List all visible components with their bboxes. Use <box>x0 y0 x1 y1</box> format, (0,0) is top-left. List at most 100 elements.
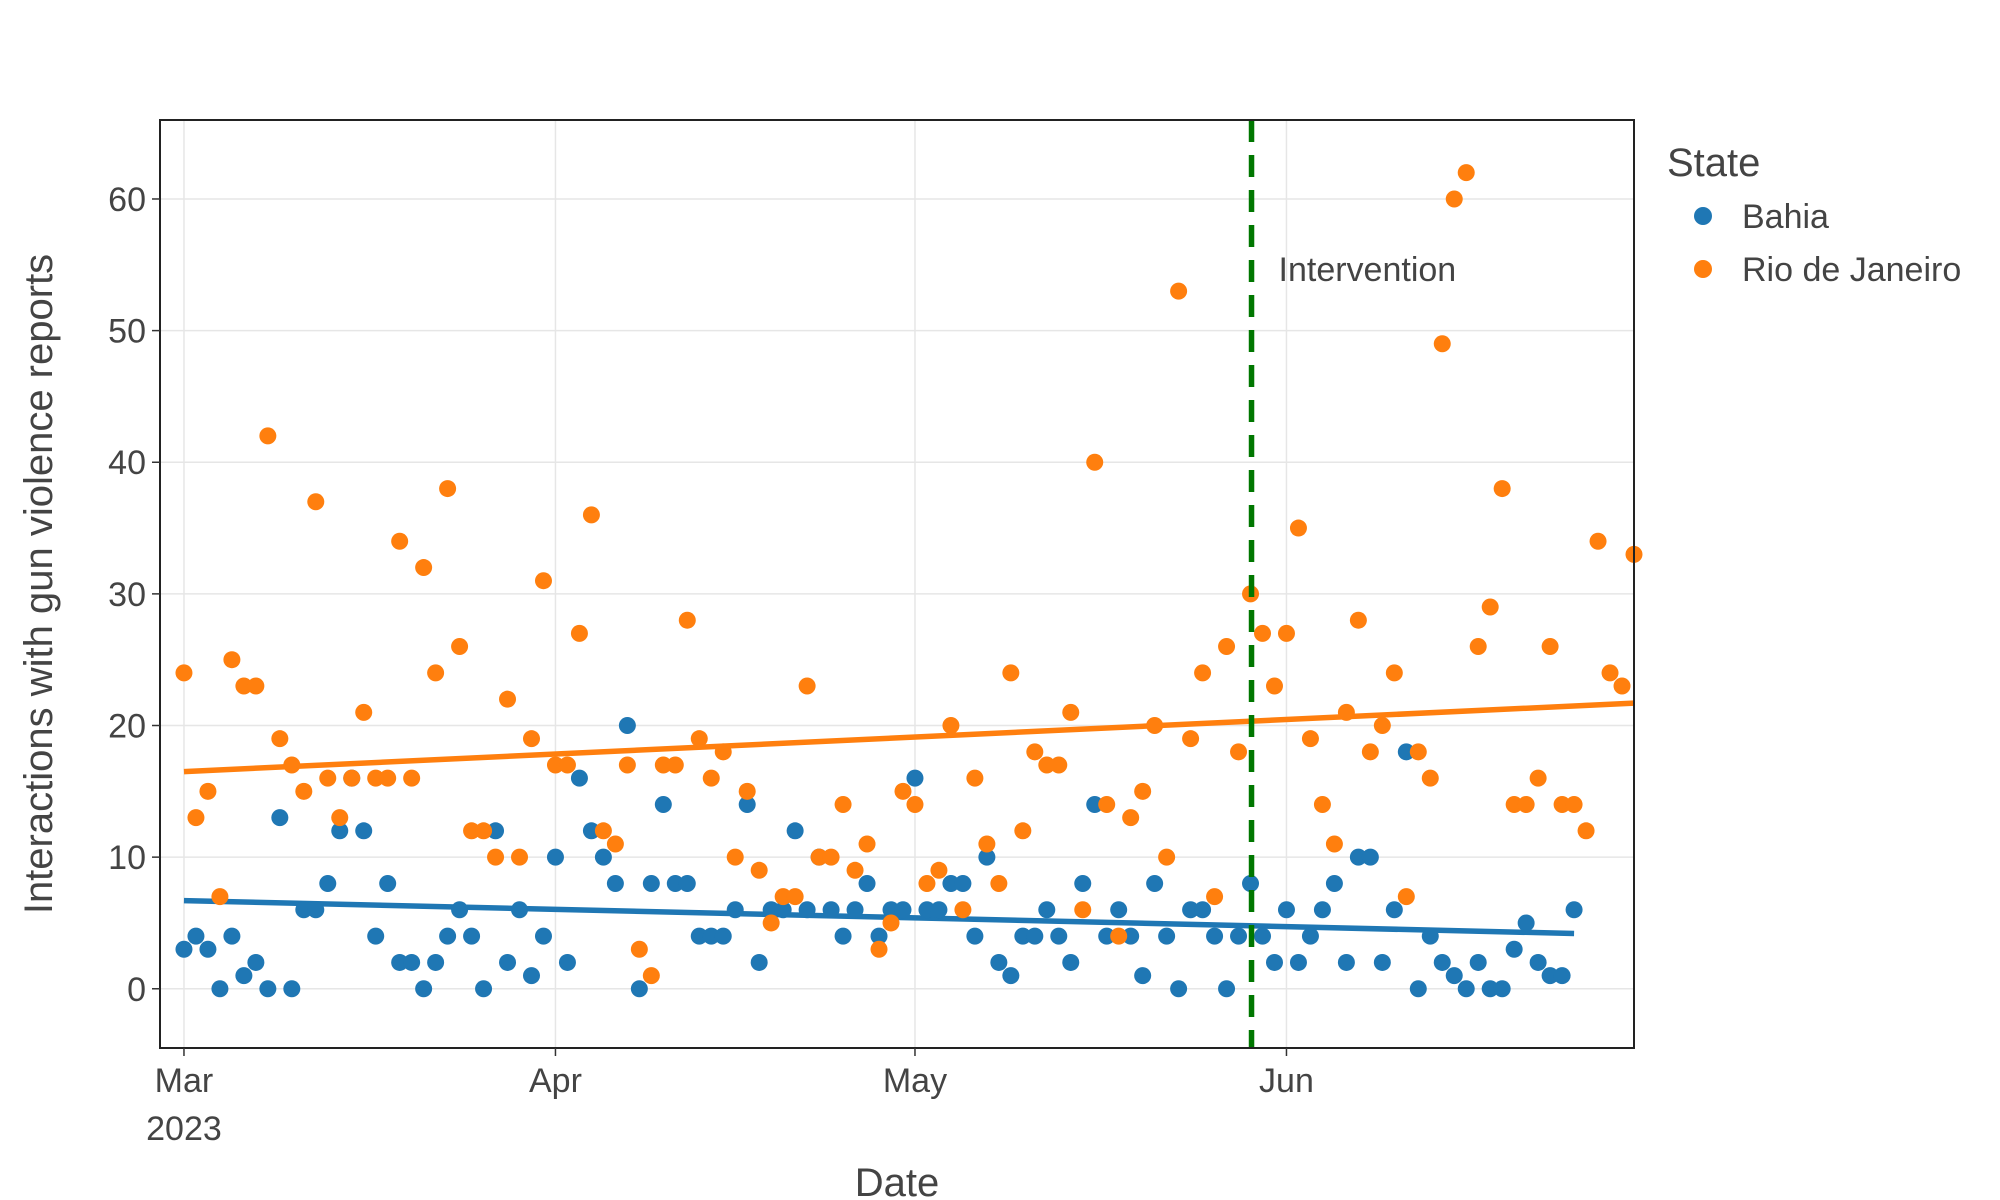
data-point <box>762 914 780 932</box>
data-point <box>1146 874 1164 892</box>
data-point <box>618 717 636 735</box>
data-point <box>1529 769 1547 787</box>
data-point <box>870 927 888 945</box>
data-point <box>1505 940 1523 958</box>
data-point <box>558 953 576 971</box>
y-tick-label: 0 <box>127 971 146 1009</box>
y-tick-label: 30 <box>108 576 146 614</box>
data-point <box>1397 888 1415 906</box>
legend-marker <box>1694 260 1712 278</box>
data-point <box>750 953 768 971</box>
data-point <box>798 677 816 695</box>
data-point <box>1601 664 1619 682</box>
data-point <box>1457 164 1475 182</box>
data-point <box>966 927 984 945</box>
data-point <box>499 690 517 708</box>
trend-line <box>183 897 1575 937</box>
data-point <box>1541 967 1559 985</box>
data-point <box>882 914 900 932</box>
data-point <box>1373 717 1391 735</box>
data-point <box>1194 901 1212 919</box>
y-axis-ticks: 0 10 20 30 40 50 60 <box>108 181 160 1009</box>
data-point <box>582 822 600 840</box>
data-point <box>594 822 612 840</box>
data-point <box>175 940 193 958</box>
data-point <box>427 664 445 682</box>
data-point <box>355 822 373 840</box>
data-point <box>1301 927 1319 945</box>
data-point <box>331 809 349 827</box>
data-point <box>259 980 277 998</box>
data-point <box>690 927 708 945</box>
data-point <box>1074 874 1092 892</box>
data-point <box>1110 927 1128 945</box>
data-point <box>738 795 756 813</box>
data-point <box>882 901 900 919</box>
legend-marker <box>1694 207 1712 225</box>
data-point <box>1026 743 1044 761</box>
data-point <box>331 822 349 840</box>
data-point <box>1385 664 1403 682</box>
data-point <box>918 901 936 919</box>
x-axis-ticks: Mar 2023 Apr May Jun <box>146 1048 1314 1148</box>
data-point <box>750 861 768 879</box>
data-point <box>1445 967 1463 985</box>
data-point <box>367 769 385 787</box>
data-point <box>966 769 984 787</box>
data-point <box>570 769 588 787</box>
data-point <box>1086 453 1104 471</box>
data-point <box>235 967 253 985</box>
data-point <box>1409 980 1427 998</box>
data-point <box>271 809 289 827</box>
data-point <box>990 874 1008 892</box>
data-point <box>1589 532 1607 550</box>
data-point <box>1038 756 1056 774</box>
data-point <box>355 703 373 721</box>
data-point <box>1613 677 1631 695</box>
data-point <box>223 927 241 945</box>
data-point <box>534 927 552 945</box>
data-point <box>1074 901 1092 919</box>
data-point <box>283 756 301 774</box>
data-point <box>954 874 972 892</box>
data-point <box>930 901 948 919</box>
data-point <box>1469 638 1487 656</box>
data-point <box>1002 967 1020 985</box>
data-point <box>1062 703 1080 721</box>
data-point <box>403 769 421 787</box>
data-point <box>546 756 564 774</box>
data-point <box>606 874 624 892</box>
data-point <box>487 822 505 840</box>
y-tick-label: 10 <box>108 839 146 877</box>
data-point <box>1026 927 1044 945</box>
data-point <box>1206 927 1224 945</box>
data-point <box>1158 927 1176 945</box>
data-point <box>906 795 924 813</box>
data-point <box>1337 703 1355 721</box>
data-point <box>1206 888 1224 906</box>
data-point <box>1457 980 1475 998</box>
data-point <box>475 822 493 840</box>
data-point <box>175 664 193 682</box>
x-tick-label: Apr <box>529 1062 582 1100</box>
data-point <box>1361 743 1379 761</box>
data-point <box>666 874 684 892</box>
data-point <box>558 756 576 774</box>
data-point <box>990 953 1008 971</box>
legend-title: State <box>1667 141 1760 185</box>
data-point <box>199 940 217 958</box>
data-point <box>259 427 277 445</box>
data-point <box>1218 980 1236 998</box>
data-point <box>379 769 397 787</box>
data-point <box>1481 598 1499 616</box>
data-point <box>1517 914 1535 932</box>
data-point <box>223 651 241 669</box>
data-point <box>439 927 457 945</box>
data-point <box>630 940 648 958</box>
data-point <box>1349 611 1367 629</box>
data-point <box>1242 874 1260 892</box>
data-point <box>1493 480 1511 498</box>
data-point <box>1230 927 1248 945</box>
data-point <box>834 795 852 813</box>
data-point <box>1277 624 1295 642</box>
